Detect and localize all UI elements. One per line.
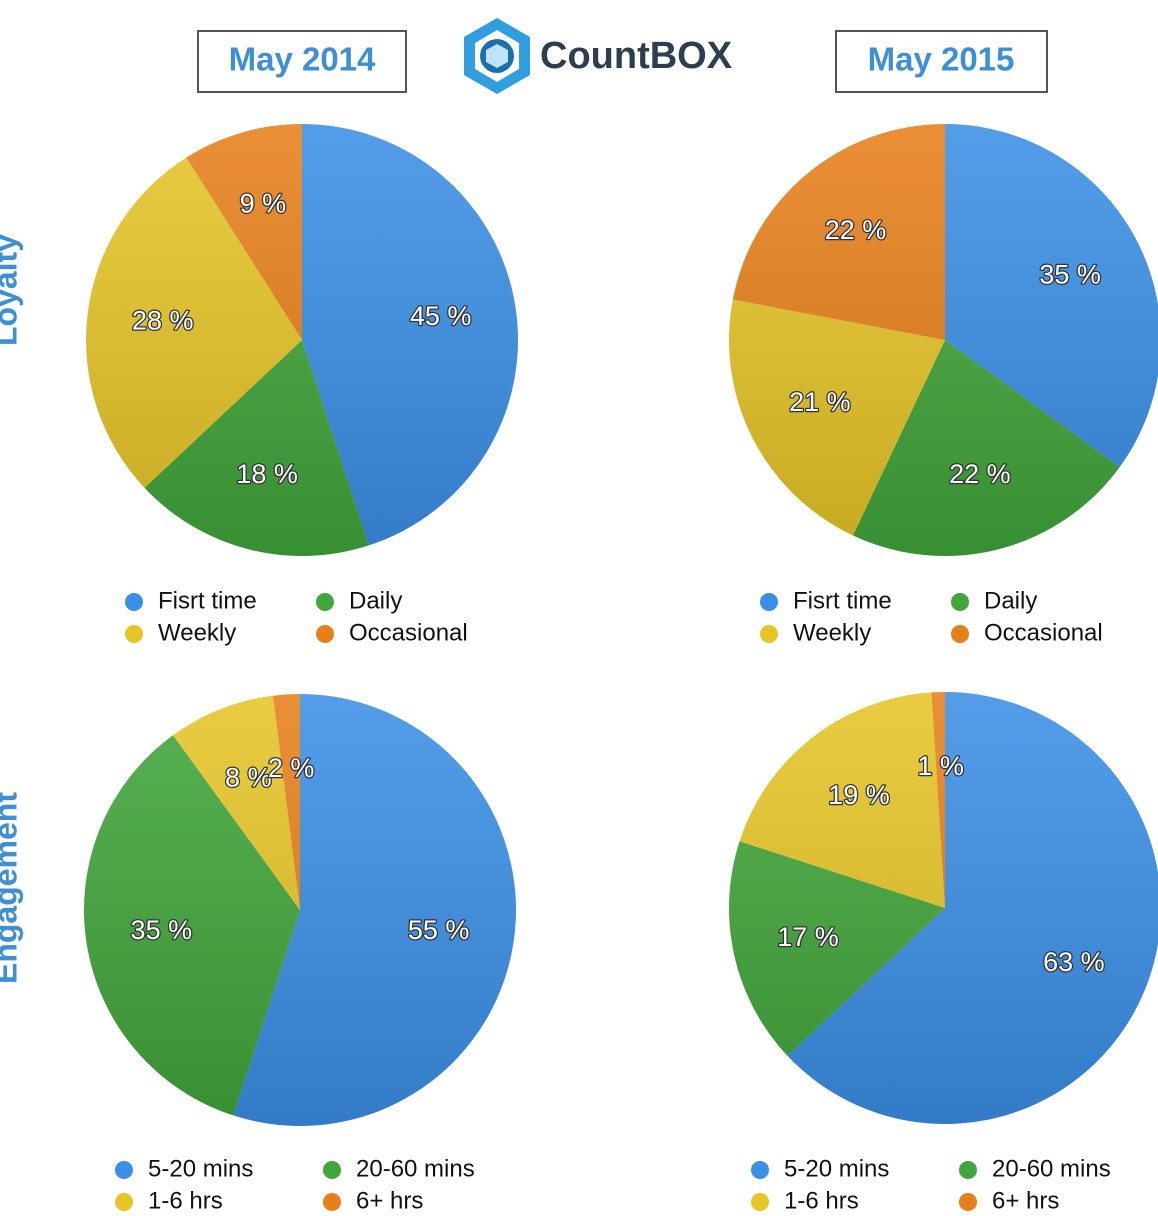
data-label: 63 %: [1043, 947, 1105, 977]
logo-icon: [464, 18, 530, 94]
data-label: 55 %: [408, 915, 470, 945]
data-label: 21 %: [789, 387, 851, 417]
legend-label: Weekly: [158, 619, 236, 646]
legend-label: Fisrt time: [793, 587, 892, 614]
legend-marker: [115, 1193, 133, 1211]
row-label: Loyalty: [0, 234, 23, 346]
header-left: May 2014: [229, 41, 376, 78]
legend-label: 6+ hrs: [992, 1187, 1059, 1214]
legend-label: Occasional: [349, 619, 468, 646]
legend-marker: [323, 1193, 341, 1211]
legend-marker: [959, 1193, 977, 1211]
legend-label: Weekly: [793, 619, 871, 646]
data-label: 22 %: [949, 459, 1011, 489]
row-label: Engagement: [0, 792, 23, 984]
legend-marker: [316, 625, 334, 643]
legend-marker: [751, 1161, 769, 1179]
legend-marker: [751, 1193, 769, 1211]
data-label: 22 %: [825, 215, 887, 245]
legend-marker: [760, 593, 778, 611]
data-label: 35 %: [1039, 259, 1101, 289]
legend-label: 20-60 mins: [992, 1155, 1111, 1182]
legend-label: 6+ hrs: [356, 1187, 423, 1214]
brand: CountBOX: [540, 35, 733, 77]
data-label: 18 %: [236, 459, 298, 489]
legend-label: Daily: [349, 587, 402, 614]
data-label: 1 %: [917, 751, 964, 781]
legend-label: 20-60 mins: [356, 1155, 475, 1182]
header-box: [197, 30, 407, 93]
data-label: 19 %: [828, 780, 890, 810]
legend-marker: [951, 593, 969, 611]
data-label: 17 %: [777, 922, 839, 952]
legend-marker: [323, 1161, 341, 1179]
legend-marker: [125, 625, 143, 643]
legend-marker: [951, 625, 969, 643]
legend-marker: [316, 593, 334, 611]
data-label: 9 %: [240, 188, 287, 218]
legend-marker: [115, 1161, 133, 1179]
header-box: [835, 30, 1048, 93]
legend-marker: [760, 625, 778, 643]
legend-label: Occasional: [984, 619, 1103, 646]
data-label: 8 %: [225, 763, 272, 793]
legend-label: 5-20 mins: [148, 1155, 253, 1182]
legend-label: Fisrt time: [158, 587, 257, 614]
legend-label: 1-6 hrs: [784, 1187, 859, 1214]
legend-label: 1-6 hrs: [148, 1187, 223, 1214]
legend-marker: [959, 1161, 977, 1179]
legend-label: Daily: [984, 587, 1037, 614]
data-label: 2 %: [268, 753, 315, 783]
header-right: May 2015: [868, 41, 1015, 78]
data-label: 35 %: [131, 915, 193, 945]
legend-label: 5-20 mins: [784, 1155, 889, 1182]
data-label: 45 %: [410, 301, 472, 331]
legend-marker: [125, 593, 143, 611]
data-label: 28 %: [132, 306, 194, 336]
